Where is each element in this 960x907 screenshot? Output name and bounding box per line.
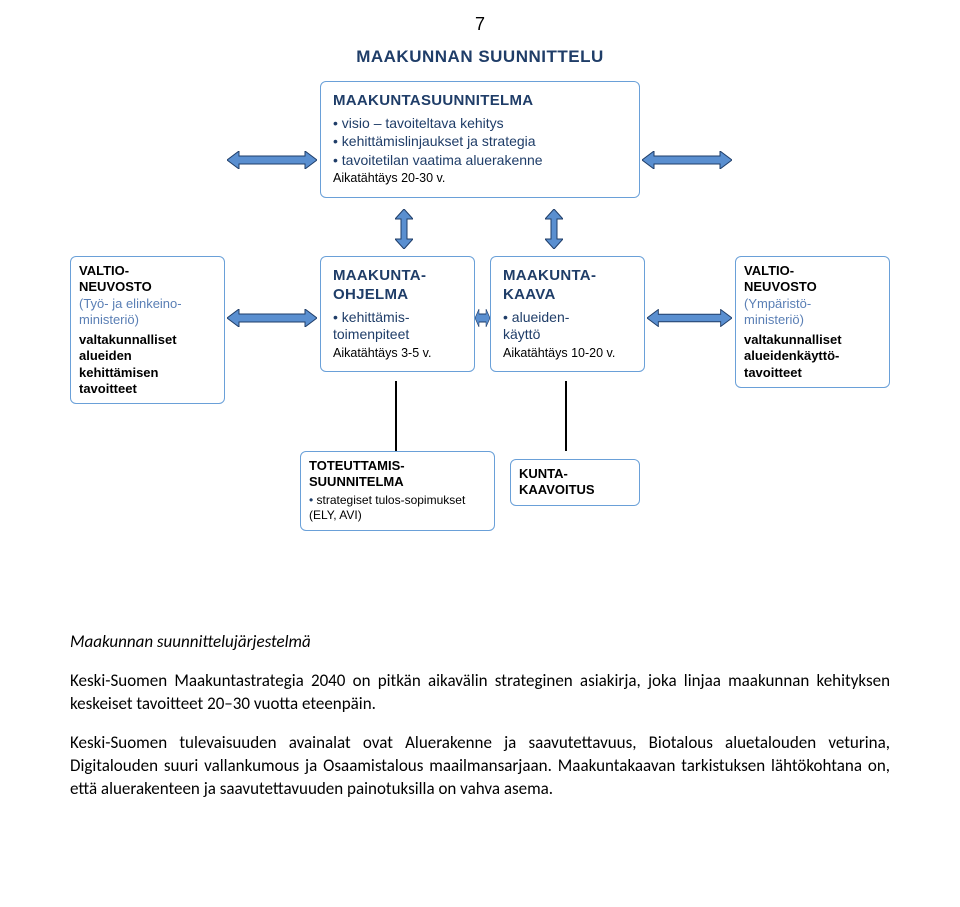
double-arrow-icon — [642, 151, 732, 169]
double-arrow-icon — [475, 309, 490, 327]
double-arrow-icon — [395, 209, 413, 249]
paragraph: Keski-Suomen Maakuntastrategia 2040 on p… — [70, 670, 890, 716]
planning-diagram: MAAKUNNAN SUUNNITTELU MAAKUNTASUUNNITELM… — [70, 41, 890, 601]
caption: Maakunnan suunnittelujärjestelmä — [70, 631, 311, 652]
box-valtioneuvosto-ym: VALTIO-NEUVOSTO (Ympäristö-ministeriö) v… — [735, 256, 890, 388]
body-text: Maakunnan suunnittelujärjestelmä Keski-S… — [70, 631, 890, 801]
botright-heading: KUNTA-KAAVOITUS — [519, 466, 631, 499]
left-heading: VALTIO-NEUVOSTO — [79, 263, 216, 296]
top-bullet: tavoitetilan vaatima aluerakenne — [333, 152, 627, 170]
double-arrow-icon — [545, 209, 563, 249]
top-bullet: kehittämislinjaukset ja strategia — [333, 133, 627, 151]
top-heading: MAAKUNTASUUNNITELMA — [333, 92, 627, 111]
connector-line — [565, 381, 567, 451]
right-sub: (Ympäristö-ministeriö) — [744, 296, 881, 329]
top-footer: Aikatähtäys 20-30 v. — [333, 171, 627, 187]
right-heading: VALTIO-NEUVOSTO — [744, 263, 881, 296]
double-arrow-icon — [647, 309, 732, 327]
right-body: valtakunnallisetalueidenkäyttö-tavoittee… — [744, 332, 881, 381]
double-arrow-icon — [227, 151, 317, 169]
double-arrow-icon — [227, 309, 317, 327]
left-body: valtakunnallisetalueidenkehittämisentavo… — [79, 332, 216, 397]
midright-footer: Aikatähtäys 10-20 v. — [503, 346, 632, 362]
botleft-heading: TOTEUTTAMIS-SUUNNITELMA — [309, 458, 486, 491]
left-sub: (Työ- ja elinkeino-ministeriö) — [79, 296, 216, 329]
page-number: 7 — [0, 0, 960, 41]
paragraph: Keski-Suomen tulevaisuuden avainalat ova… — [70, 732, 890, 801]
box-maakuntaohjelma: MAAKUNTA-OHJELMA kehittämis-toimenpiteet… — [320, 256, 475, 372]
midright-heading: MAAKUNTA-KAAVA — [503, 267, 632, 305]
midright-bullet: alueiden-käyttö — [503, 309, 632, 344]
top-bullet: visio – tavoiteltava kehitys — [333, 115, 627, 133]
connector-line — [395, 381, 397, 451]
midleft-bullet: kehittämis-toimenpiteet — [333, 309, 462, 344]
box-maakuntakaava: MAAKUNTA-KAAVA alueiden-käyttö Aikatähtä… — [490, 256, 645, 372]
botleft-bullet: strategiset tulos-sopimukset (ELY, AVI) — [309, 493, 486, 523]
diagram-title: MAAKUNNAN SUUNNITTELU — [70, 47, 890, 67]
box-valtioneuvosto-tem: VALTIO-NEUVOSTO (Työ- ja elinkeino-minis… — [70, 256, 225, 404]
box-maakuntasuunnitelma: MAAKUNTASUUNNITELMA visio – tavoiteltava… — [320, 81, 640, 198]
box-kuntakaavoitus: KUNTA-KAAVOITUS — [510, 459, 640, 506]
midleft-heading: MAAKUNTA-OHJELMA — [333, 267, 462, 305]
midleft-footer: Aikatähtäys 3-5 v. — [333, 346, 462, 362]
box-toteuttamissuunnitelma: TOTEUTTAMIS-SUUNNITELMA strategiset tulo… — [300, 451, 495, 531]
